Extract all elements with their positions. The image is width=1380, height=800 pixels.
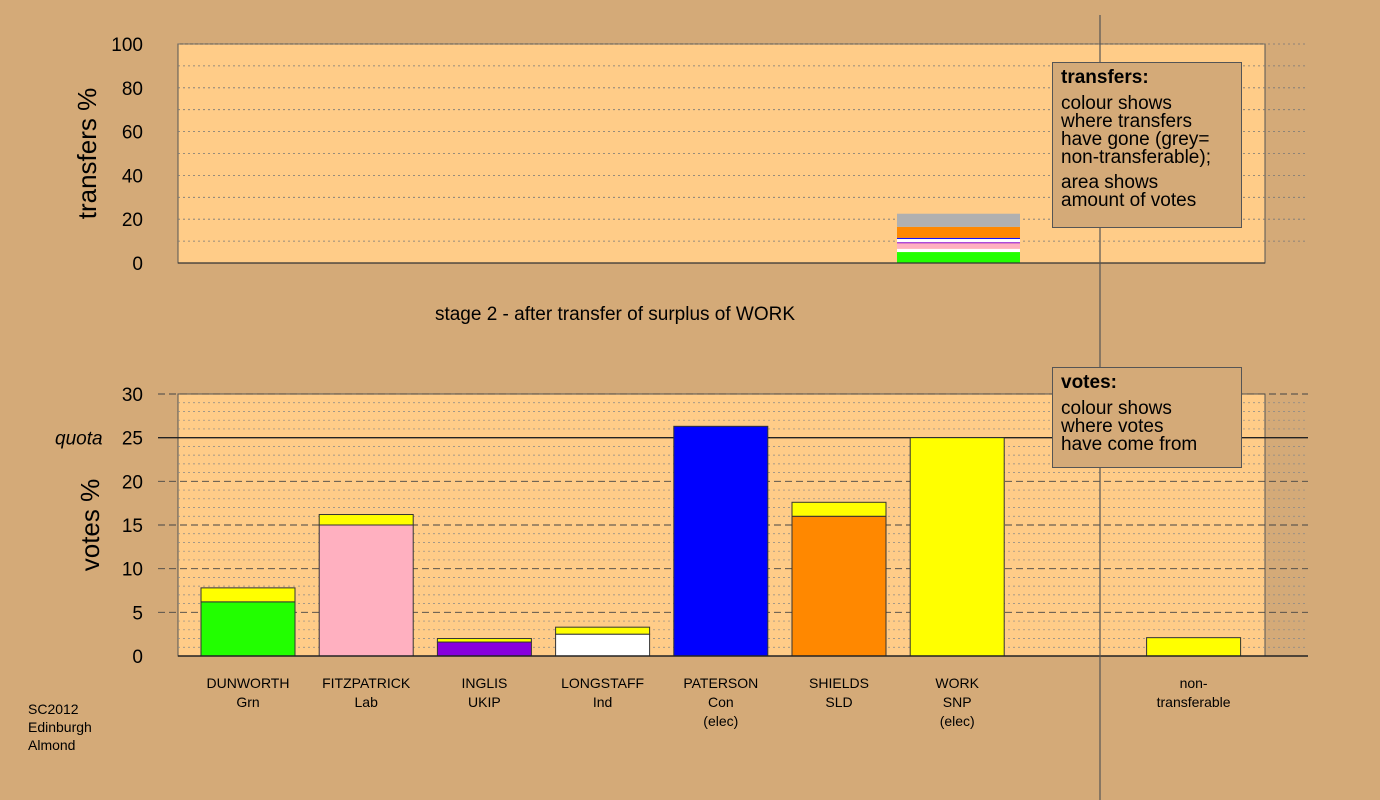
candidate-label: WORK: [935, 675, 979, 691]
candidate-label: Ind: [593, 694, 612, 710]
y-tick-label: 25: [122, 429, 143, 450]
legend-title: transfers:: [1061, 67, 1149, 88]
stage-title: stage 2 - after transfer of surplus of W…: [435, 304, 795, 325]
vote-segment: [1146, 637, 1242, 657]
vote-segment: [555, 633, 651, 657]
y-tick-label: 60: [122, 123, 143, 144]
legend-title: votes:: [1061, 372, 1117, 393]
y-tick-label: 20: [122, 472, 143, 493]
vote-segment: [436, 638, 532, 643]
y-tick-label: 0: [132, 647, 143, 668]
transfers-legend: transfers: colour shows where transfers hav…: [1052, 62, 1242, 228]
transfer-segment: [897, 248, 1020, 253]
legend-text: colour shows: [1061, 93, 1172, 114]
credit-block: SC2012 Edinburgh Almond: [28, 701, 92, 753]
vote-segment: [791, 515, 887, 657]
credit-line: Edinburgh: [28, 719, 92, 735]
candidate-label: PATERSON: [683, 675, 758, 691]
candidate-label: UKIP: [468, 694, 501, 710]
transfer-segment: [897, 243, 1020, 249]
candidate-label: DUNWORTH: [207, 675, 290, 691]
transfer-segment: [897, 237, 1020, 239]
vote-segment: [318, 524, 414, 657]
legend-text: where votes: [1061, 416, 1164, 437]
legend-text: amount of votes: [1061, 190, 1197, 211]
candidate-label: (elec): [703, 713, 738, 729]
y-axis-label: transfers %: [72, 88, 102, 220]
candidate-label: (elec): [940, 713, 975, 729]
transfer-segment: [897, 252, 1020, 263]
legend-text: colour shows: [1061, 398, 1172, 419]
y-tick-label: 100: [111, 35, 143, 56]
candidate-label: SHIELDS: [809, 675, 869, 691]
transfer-segment: [897, 242, 1020, 244]
legend-text: area shows: [1061, 172, 1159, 193]
y-tick-label: 10: [122, 560, 143, 581]
y-tick-label: 15: [122, 516, 143, 537]
vote-segment: [436, 641, 532, 657]
candidate-label: Lab: [355, 694, 379, 710]
y-tick-label: 80: [122, 79, 143, 100]
y-tick-label: 20: [122, 210, 143, 231]
credit-line: SC2012: [28, 701, 79, 717]
candidate-label: INGLIS: [461, 675, 507, 691]
candidate-label: non-: [1180, 675, 1208, 691]
transfer-segment: [897, 226, 1020, 238]
quota-label: quota: [55, 429, 103, 450]
vote-segment: [318, 514, 414, 526]
y-axis-label: votes %: [75, 479, 105, 572]
votes-legend: votes: colour shows where votes have come f…: [1052, 367, 1242, 468]
transfer-segment: [897, 213, 1020, 227]
candidate-label: Con: [708, 694, 734, 710]
candidate-label: FITZPATRICK: [322, 675, 411, 691]
vote-segment: [200, 587, 296, 603]
vote-segment: [555, 626, 651, 635]
vote-segment: [673, 425, 769, 657]
votes-plot: 0 5 10 15 20 25 30 quota votes % DUNWORTH Grn FITZP…: [55, 385, 1308, 729]
vote-segment: [791, 501, 887, 517]
y-tick-label: 40: [122, 166, 143, 187]
candidate-label: Grn: [236, 694, 259, 710]
legend-text: have come from: [1061, 434, 1198, 455]
candidate-label: transferable: [1157, 694, 1231, 710]
y-tick-label: 5: [132, 603, 143, 624]
vote-segment: [200, 601, 296, 657]
legend-text: non-transferable);: [1061, 147, 1211, 168]
candidate-label: SNP: [943, 694, 972, 710]
transfer-segment: [897, 238, 1020, 243]
y-tick-label: 30: [122, 385, 143, 406]
credit-line: Almond: [28, 737, 75, 753]
legend-text: where transfers: [1061, 111, 1192, 132]
legend-text: have gone (grey=: [1061, 129, 1210, 150]
vote-segment: [909, 437, 1005, 657]
candidate-label: LONGSTAFF: [561, 675, 644, 691]
y-tick-label: 0: [132, 254, 143, 275]
candidate-label: SLD: [825, 694, 852, 710]
